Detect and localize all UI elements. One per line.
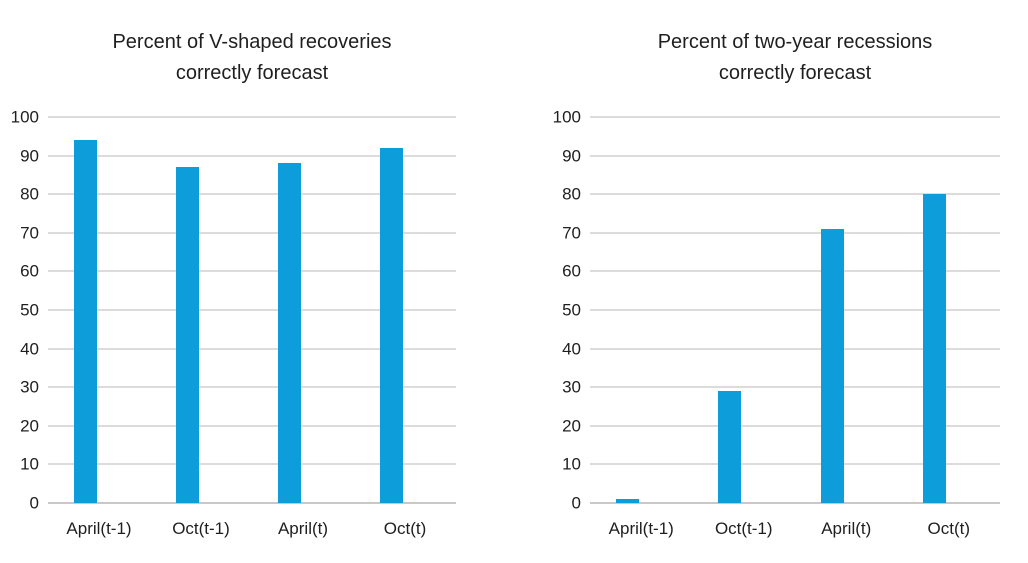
gridline xyxy=(590,347,1000,350)
x-category-label: Oct(t) xyxy=(927,519,971,538)
gridline xyxy=(590,270,1000,273)
y-tick-label: 30 xyxy=(20,377,39,397)
y-tick-label: 90 xyxy=(20,146,39,166)
gridline xyxy=(48,347,456,350)
axis-zero-line xyxy=(590,502,1000,504)
x-category-label: April(t) xyxy=(277,519,329,538)
y-tick-label: 40 xyxy=(20,339,39,359)
gridline xyxy=(48,270,456,273)
chart-title-line-1: Percent of two-year recessions xyxy=(657,31,933,53)
x-axis: April(t-1) Oct(t-1) April(t) Oct(t) xyxy=(590,519,1000,543)
x-category-label: Oct(t-1) xyxy=(172,519,230,538)
y-tick-label: 60 xyxy=(562,261,581,281)
x-category-label: Oct(t-1) xyxy=(714,519,773,538)
x-category-label: April(t-1) xyxy=(608,519,674,538)
y-tick-label: 10 xyxy=(20,454,39,474)
v-shaped-recoveries-chart: Percent of V-shaped recoveries correctly… xyxy=(0,27,456,543)
y-tick-label: 60 xyxy=(20,261,39,281)
x-category-label: April(t) xyxy=(821,519,872,538)
two-year-recessions-chart: Percent of two-year recessions correctly… xyxy=(514,0,1028,563)
plot-area xyxy=(48,116,456,504)
y-axis: 0 10 20 30 40 50 60 70 80 90 100 xyxy=(0,109,39,512)
bar-April(t) xyxy=(820,228,844,503)
chart-title-line-1: Percent of V-shaped recoveries xyxy=(112,31,392,53)
y-tick-label: 100 xyxy=(10,107,39,127)
chart-title-line-2: correctly forecast xyxy=(718,62,872,84)
gridline xyxy=(48,386,456,389)
y-tick-label: 30 xyxy=(562,377,581,397)
gridline xyxy=(590,386,1000,389)
x-axis: April(t-1) Oct(t-1) April(t) Oct(t) xyxy=(48,519,456,543)
chart-title-line-2: correctly forecast xyxy=(175,62,329,84)
gridline xyxy=(48,424,456,427)
y-tick-label: 70 xyxy=(562,223,581,243)
bar-Oct(t-1) xyxy=(175,167,199,503)
plot-area xyxy=(590,116,1000,504)
y-tick-label: 80 xyxy=(20,184,39,204)
gridline xyxy=(48,154,456,157)
gridline xyxy=(590,309,1000,311)
y-axis: 0 10 20 30 40 50 60 70 80 90 100 xyxy=(514,109,581,512)
y-tick-label: 80 xyxy=(562,184,581,204)
gridline xyxy=(590,424,1000,427)
bar-Oct(t) xyxy=(923,194,947,503)
y-tick-label: 70 xyxy=(20,223,39,243)
y-tick-label: 10 xyxy=(562,454,581,474)
y-tick-label: 100 xyxy=(552,107,581,127)
bar-April(t) xyxy=(277,163,301,503)
gridline xyxy=(590,463,1000,466)
y-tick-label: 20 xyxy=(20,416,39,436)
gridline xyxy=(48,463,456,466)
gridline xyxy=(590,116,1000,118)
bar-Oct(t) xyxy=(379,147,403,503)
chart-title: Percent of V-shaped recoveries correctly… xyxy=(48,27,456,89)
x-category-label: April(t-1) xyxy=(66,519,132,538)
gridline xyxy=(48,193,456,196)
y-tick-label: 20 xyxy=(562,416,581,436)
gridline xyxy=(590,193,1000,196)
bar-April(t-1) xyxy=(73,140,97,503)
y-tick-label: 50 xyxy=(562,300,581,320)
gridline xyxy=(48,309,456,311)
x-category-label: Oct(t) xyxy=(383,519,427,538)
bar-Oct(t-1) xyxy=(718,391,742,503)
y-tick-label: 0 xyxy=(29,493,39,513)
gridline xyxy=(590,231,1000,234)
y-tick-label: 50 xyxy=(20,300,39,320)
y-tick-label: 40 xyxy=(562,339,581,359)
y-tick-label: 90 xyxy=(562,146,581,166)
chart-title: Percent of two-year recessions correctly… xyxy=(590,27,1000,89)
bar-April(t-1) xyxy=(615,499,639,503)
axis-zero-line xyxy=(48,502,456,504)
gridline xyxy=(590,154,1000,157)
gridline xyxy=(48,231,456,234)
y-tick-label: 0 xyxy=(571,493,581,513)
gridline xyxy=(48,116,456,118)
